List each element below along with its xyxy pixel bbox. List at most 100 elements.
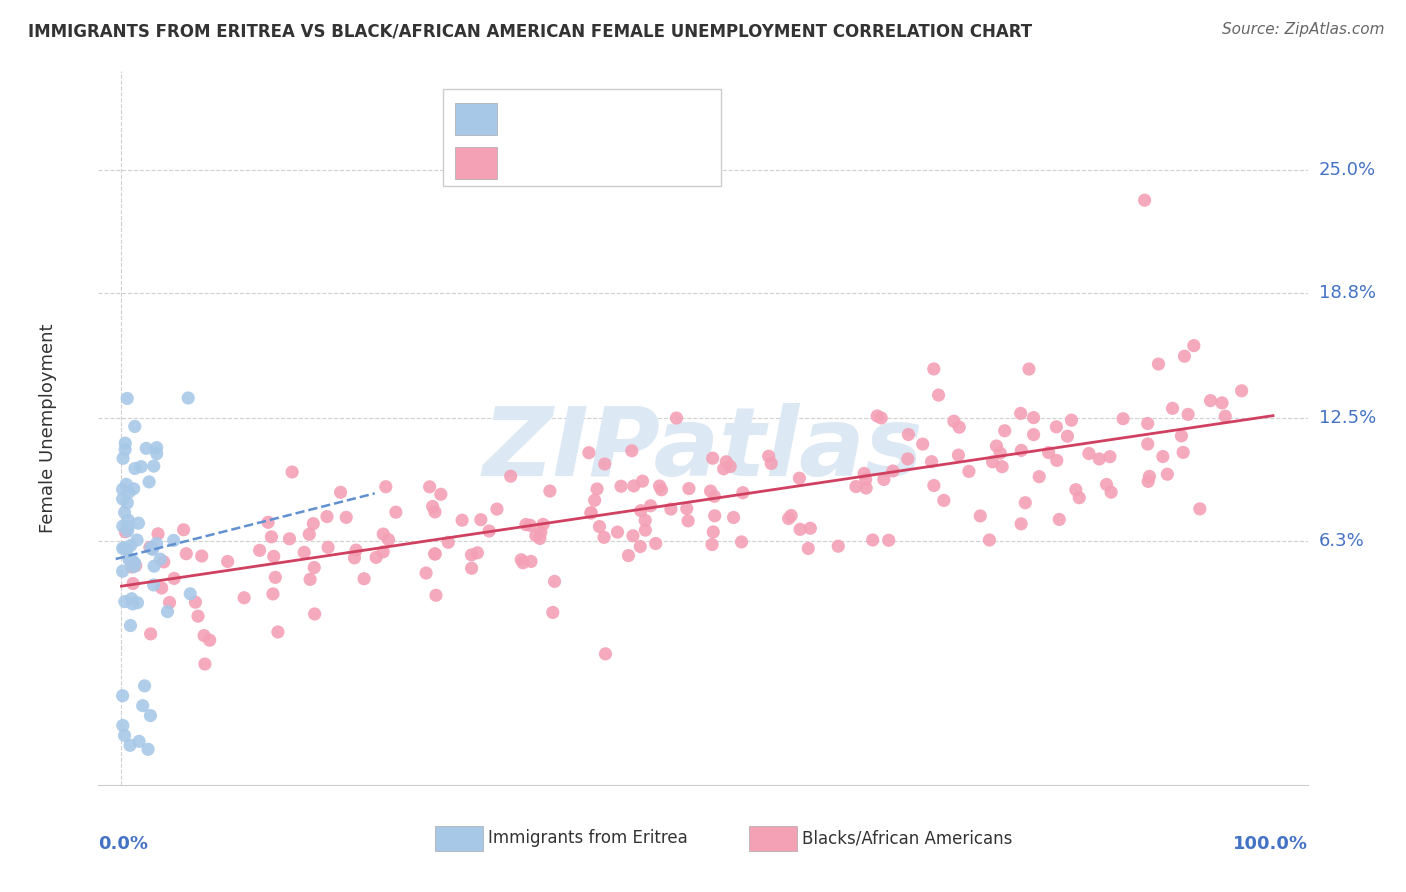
Point xyxy=(152,555,174,569)
Point xyxy=(1010,443,1032,458)
Point xyxy=(1161,401,1184,416)
Point xyxy=(260,530,283,544)
Point xyxy=(932,493,955,508)
Point xyxy=(353,572,375,586)
Point xyxy=(114,442,136,457)
Point xyxy=(430,487,453,501)
Point xyxy=(174,547,197,561)
Point xyxy=(134,679,156,693)
Point xyxy=(617,549,640,563)
Point xyxy=(112,451,135,466)
FancyBboxPatch shape xyxy=(434,826,482,851)
Point xyxy=(1211,396,1233,410)
Point xyxy=(827,539,849,553)
Point xyxy=(302,516,325,531)
Point xyxy=(190,549,212,563)
Point xyxy=(703,489,725,503)
Point xyxy=(121,597,143,611)
Point xyxy=(702,451,724,466)
Point xyxy=(979,533,1001,547)
Point xyxy=(731,485,754,500)
Point xyxy=(343,550,366,565)
Point xyxy=(136,742,159,756)
Point xyxy=(111,519,134,533)
Point xyxy=(1047,512,1070,526)
Point xyxy=(630,504,652,518)
Point xyxy=(957,464,980,478)
Point xyxy=(373,527,395,541)
Point xyxy=(1173,349,1195,363)
Point xyxy=(139,541,162,555)
Point xyxy=(799,521,821,535)
Point xyxy=(718,459,741,474)
Point xyxy=(928,388,950,402)
Point xyxy=(267,625,290,640)
Point xyxy=(117,496,139,510)
Point xyxy=(699,484,721,499)
Point xyxy=(1095,477,1118,491)
Point xyxy=(1069,491,1091,505)
Point xyxy=(981,455,1004,469)
Point xyxy=(1099,485,1122,500)
Point xyxy=(1010,516,1032,531)
Point xyxy=(115,392,138,406)
Point xyxy=(1077,446,1099,460)
Point xyxy=(132,698,155,713)
Point xyxy=(425,588,447,602)
Point xyxy=(1156,467,1178,482)
Point xyxy=(897,427,920,442)
Point xyxy=(111,718,134,732)
Point xyxy=(1152,450,1174,464)
FancyBboxPatch shape xyxy=(456,103,498,136)
Point xyxy=(179,587,201,601)
Point xyxy=(716,455,738,469)
Text: Immigrants from Eritrea: Immigrants from Eritrea xyxy=(488,830,688,847)
Point xyxy=(866,409,889,423)
Point xyxy=(115,477,138,491)
Point xyxy=(675,501,697,516)
FancyBboxPatch shape xyxy=(749,826,797,851)
Point xyxy=(942,414,965,428)
FancyBboxPatch shape xyxy=(443,89,721,186)
Point xyxy=(249,543,271,558)
Point xyxy=(1045,420,1067,434)
Point xyxy=(299,573,322,587)
Point xyxy=(853,467,876,481)
Point xyxy=(583,493,606,508)
Point xyxy=(329,485,352,500)
Point xyxy=(610,479,633,493)
Point xyxy=(789,471,811,485)
Point xyxy=(538,483,561,498)
Point xyxy=(124,419,146,434)
Point xyxy=(128,734,150,748)
Point xyxy=(541,606,564,620)
Point xyxy=(631,474,654,488)
Point xyxy=(761,457,783,471)
Text: R = 0.236   N =  59: R = 0.236 N = 59 xyxy=(512,111,703,128)
Point xyxy=(114,524,136,539)
Point xyxy=(262,587,284,601)
Point xyxy=(143,559,166,574)
Point xyxy=(650,483,672,497)
Point xyxy=(780,508,803,523)
Point xyxy=(510,553,533,567)
Point xyxy=(437,535,460,549)
Point xyxy=(118,553,141,567)
Point xyxy=(991,459,1014,474)
Point xyxy=(114,436,136,450)
Point xyxy=(366,550,388,565)
Point xyxy=(988,446,1011,460)
Point xyxy=(118,739,141,753)
Point xyxy=(111,483,134,497)
Point xyxy=(423,547,446,561)
Point xyxy=(1098,450,1121,464)
Point xyxy=(1014,496,1036,510)
Point xyxy=(1170,429,1192,443)
Point xyxy=(304,607,326,621)
Point xyxy=(778,511,800,525)
Text: 25.0%: 25.0% xyxy=(1319,161,1376,179)
Point xyxy=(377,533,399,547)
Point xyxy=(145,536,167,550)
Point xyxy=(118,485,141,500)
Point xyxy=(758,449,780,463)
